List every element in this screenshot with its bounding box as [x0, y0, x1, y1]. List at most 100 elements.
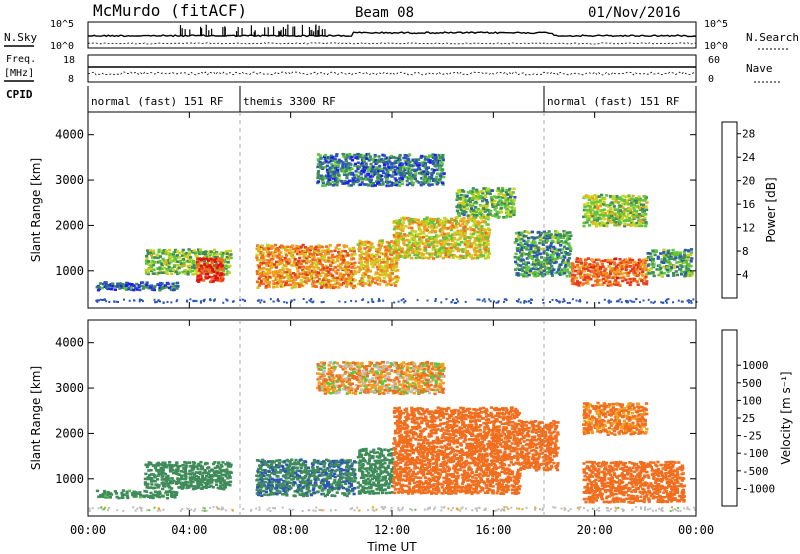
data-cell: [350, 155, 354, 159]
data-cell: [280, 272, 285, 275]
ground-scatter-cell: [162, 302, 165, 304]
data-cell: [375, 180, 379, 183]
data-cell: [261, 256, 265, 259]
ground-scatter-cell: [320, 301, 323, 304]
data-cell: [179, 470, 183, 473]
ground-scatter-cell: [647, 298, 650, 301]
data-cell: [603, 269, 607, 272]
data-cell: [428, 159, 432, 162]
data-cell: [595, 210, 599, 214]
data-cell: [403, 256, 407, 259]
data-cell: [402, 156, 406, 160]
data-cell: [269, 460, 273, 463]
data-cell: [392, 227, 397, 231]
data-cell: [281, 493, 285, 496]
data-cell: [623, 224, 627, 228]
data-cell: [660, 271, 664, 275]
data-cell: [361, 279, 365, 282]
data-cell: [380, 158, 384, 161]
data-cell: [223, 260, 227, 264]
data-cell: [450, 243, 454, 246]
data-cell: [342, 267, 346, 270]
data-cell: [274, 266, 279, 269]
data-cell: [642, 258, 646, 261]
data-cell: [424, 256, 428, 259]
data-cell: [641, 205, 645, 208]
data-cell: [402, 221, 406, 224]
data-cell: [559, 244, 563, 247]
data-cell: [298, 484, 302, 487]
data-cell: [432, 161, 436, 165]
data-cell: [654, 249, 658, 252]
data-cell: [666, 274, 670, 277]
data-cell: [606, 209, 610, 213]
data-cell: [397, 221, 402, 224]
data-cell: [455, 209, 459, 213]
data-cell: [384, 253, 388, 257]
data-cell: [671, 248, 675, 252]
data-cell: [356, 265, 360, 269]
data-cell: [426, 158, 430, 161]
data-cell: [326, 259, 331, 262]
data-cell: [363, 260, 368, 264]
data-cell: [221, 461, 225, 464]
data-cell: [153, 490, 158, 493]
data-cell: [268, 476, 272, 479]
data-cell: [602, 202, 606, 206]
data-cell: [448, 238, 452, 241]
data-cell: [300, 489, 304, 493]
data-cell: [287, 485, 292, 488]
data-cell: [639, 220, 643, 224]
data-cell: [438, 174, 442, 178]
data-cell: [380, 241, 385, 245]
data-cell: [226, 465, 230, 468]
data-cell: [305, 267, 309, 270]
data-cell: [290, 478, 294, 481]
data-cell: [407, 217, 411, 220]
data-cell: [176, 285, 180, 288]
data-cell: [157, 484, 161, 487]
data-cell: [392, 156, 396, 159]
data-cell: [191, 266, 195, 269]
data-cell: [264, 470, 269, 473]
data-cell: [289, 253, 293, 257]
data-cell: [636, 219, 640, 222]
data-cell: [196, 484, 200, 488]
cpid-segment-label: normal (fast) 151 RF: [547, 95, 679, 108]
data-cell: [209, 250, 213, 254]
data-cell: [320, 256, 324, 260]
data-cell: [396, 279, 400, 282]
data-cell: [426, 177, 430, 181]
data-cell: [213, 466, 217, 470]
data-cell: [303, 246, 307, 249]
data-cell: [345, 263, 349, 267]
data-cell: [627, 271, 631, 274]
data-cell: [162, 259, 166, 262]
data-cell: [501, 196, 505, 199]
data-cell: [364, 162, 368, 166]
data-cell: [536, 250, 540, 254]
ground-scatter-cell: [404, 300, 407, 303]
data-cell: [229, 463, 233, 467]
data-cell: [625, 218, 629, 222]
data-cell: [590, 201, 594, 204]
ground-scatter-cell: [503, 298, 506, 301]
data-cell: [624, 278, 628, 282]
data-cell: [353, 162, 357, 166]
data-cell: [264, 485, 268, 489]
data-cell: [317, 244, 321, 247]
data-cell: [150, 477, 154, 480]
data-cell: [380, 265, 384, 268]
data-cell: [384, 252, 388, 255]
data-cell: [307, 279, 311, 282]
data-cell: [346, 155, 350, 158]
data-cell: [458, 248, 462, 251]
data-cell: [285, 463, 289, 467]
data-cell: [546, 239, 550, 242]
data-cell: [455, 246, 459, 250]
data-cell: [400, 250, 404, 253]
data-cell: [293, 481, 297, 485]
data-cell: [326, 248, 330, 252]
data-cell: [307, 480, 311, 484]
data-cell: [320, 249, 324, 252]
